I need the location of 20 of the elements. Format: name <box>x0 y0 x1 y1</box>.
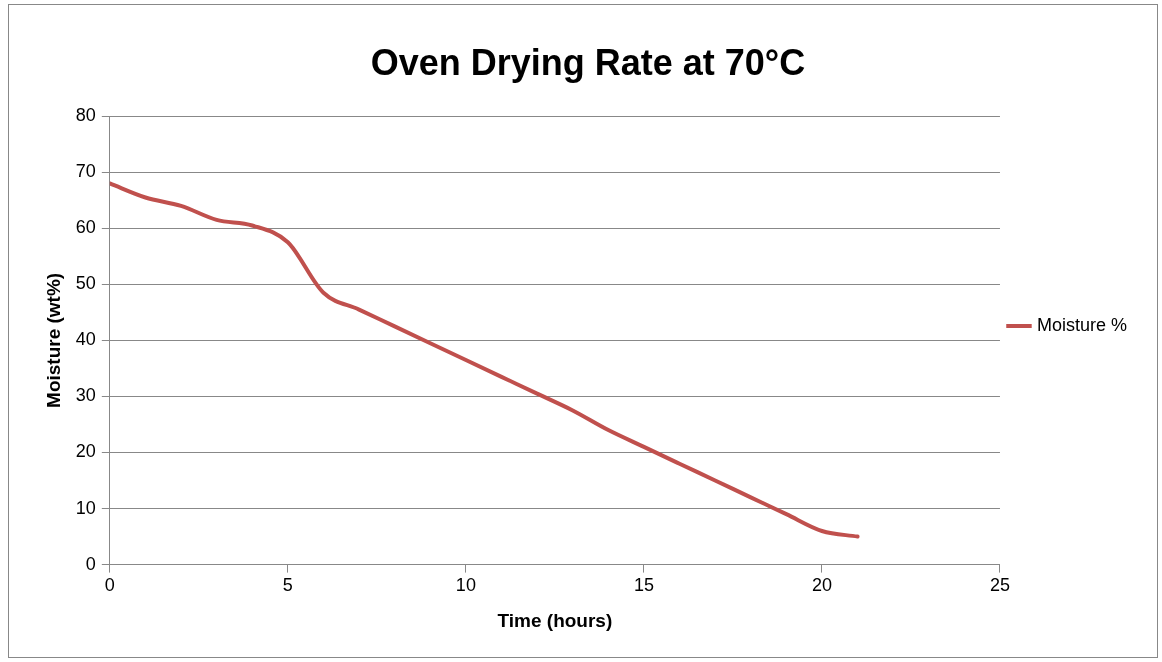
y-tick-label: 70 <box>75 161 96 182</box>
y-tick-label: 60 <box>75 217 96 238</box>
y-tick-label: 0 <box>85 553 96 574</box>
y-tick-label: 50 <box>75 273 96 294</box>
legend-label: Moisture % <box>1036 314 1127 335</box>
x-axis-title: Time (hours) <box>497 609 613 631</box>
x-tick-label: 25 <box>989 575 1010 596</box>
y-axis-title: Moisture (wt%) <box>42 272 64 408</box>
line-series <box>109 181 860 539</box>
x-tick-label: 20 <box>811 575 832 596</box>
y-tick-label: 40 <box>75 329 96 350</box>
y-tick-label: 20 <box>75 441 96 462</box>
chart-title: Oven Drying Rate at 70°C <box>370 41 806 83</box>
x-tick-label: 15 <box>633 575 654 596</box>
x-tick-label: 10 <box>455 575 476 596</box>
y-tick-label: 10 <box>75 497 96 518</box>
y-tick-label: 30 <box>75 385 96 406</box>
x-tick-label: 0 <box>104 575 115 596</box>
y-tick-label: 80 <box>75 105 96 126</box>
x-tick-label: 5 <box>282 575 293 596</box>
